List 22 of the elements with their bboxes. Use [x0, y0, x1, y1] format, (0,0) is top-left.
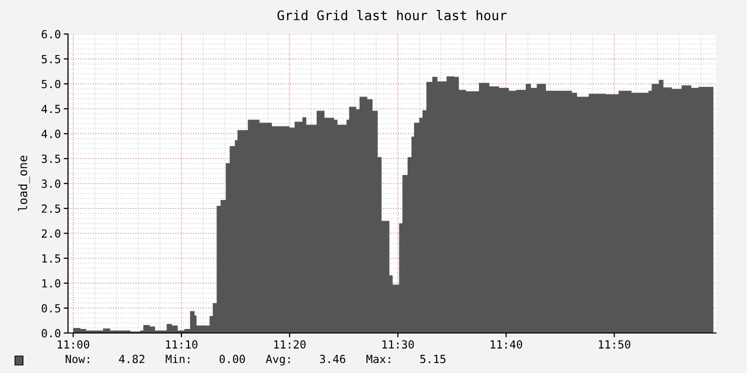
- x-tick-label: 11:20: [274, 340, 306, 349]
- chart-title: Grid Grid last hour last hour: [277, 10, 507, 20]
- y-tick-label: 4.5: [42, 104, 60, 114]
- x-tick-label: 11:30: [382, 340, 414, 349]
- y-tick-label: 3.0: [42, 180, 60, 188]
- y-tick-label: 6.0: [42, 30, 60, 38]
- x-tick-label: 11:40: [490, 340, 522, 349]
- y-tick-label: 1.0: [42, 279, 60, 288]
- y-tick-label: 5.0: [42, 80, 60, 88]
- y-tick-label: 0.5: [42, 304, 60, 312]
- y-tick-label: 4.0: [42, 130, 60, 138]
- y-tick-label: 0.0: [42, 329, 60, 338]
- x-tick-label: 11:50: [598, 340, 630, 349]
- y-tick-label: 2.5: [42, 204, 60, 213]
- y-tick-label: 3.5: [42, 154, 60, 163]
- text: Now: 4.82 Min: 0.00 Avg: 3.46 Max: 5.15: [66, 354, 446, 366]
- y-tick-label: 5.5: [42, 55, 60, 64]
- y-tick-label: 2.0: [42, 229, 60, 238]
- x-tick-label: 11:10: [166, 340, 198, 349]
- y-axis-title: load_one: [18, 156, 30, 212]
- x-tick-label: 11:00: [58, 340, 90, 349]
- y-tick-label: 1.5: [42, 254, 60, 263]
